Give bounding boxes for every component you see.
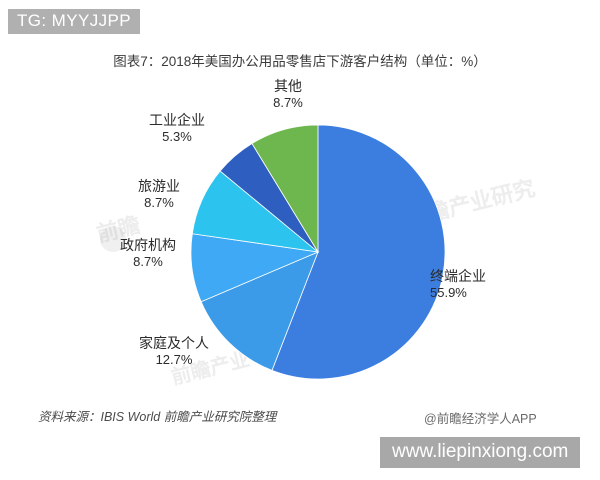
site-watermark-banner: www.liepinxiong.com [380, 437, 581, 468]
chart-title: 图表7：2018年美国办公用品零售店下游客户结构（单位：%） [113, 54, 487, 69]
pie-slice [200, 251, 319, 371]
pie-label-government: 政府机构 8.7% [88, 237, 208, 269]
pie-label-enterprise-value: 55.9% [430, 284, 467, 300]
pie-label-enterprise-name: 终端企业 [430, 268, 486, 284]
tg-banner: TG: MYYJJPP [8, 9, 140, 34]
pie-slice [271, 124, 446, 380]
pie-label-other-value: 8.7% [273, 94, 303, 110]
pie-slice [251, 124, 319, 254]
pie-label-other: 其他 8.7% [228, 78, 348, 110]
pie-label-industrial-name: 工业企业 [149, 112, 205, 128]
pie-label-government-name: 政府机构 [120, 237, 176, 253]
pie-label-government-value: 8.7% [133, 253, 163, 269]
pie-label-travel-value: 8.7% [144, 194, 174, 210]
pie-label-enterprise: 终端企业 55.9% [430, 268, 570, 300]
pie-label-other-name: 其他 [274, 78, 302, 94]
pie-label-family: 家庭及个人 12.7% [100, 335, 248, 367]
pie-label-family-name: 家庭及个人 [139, 335, 209, 351]
app-credit: @前瞻经济学人APP [424, 412, 537, 426]
pie-label-industrial: 工业企业 5.3% [112, 112, 242, 144]
pie-label-family-value: 12.7% [155, 351, 193, 367]
pie-label-travel-name: 旅游业 [138, 178, 180, 194]
pie-label-industrial-value: 5.3% [162, 128, 192, 144]
source-note: 资料来源：IBIS World 前瞻产业研究院整理 [38, 410, 277, 424]
pie-label-travel: 旅游业 8.7% [104, 178, 214, 210]
pie-chart-svg [190, 124, 446, 380]
pie-chart [190, 124, 446, 380]
